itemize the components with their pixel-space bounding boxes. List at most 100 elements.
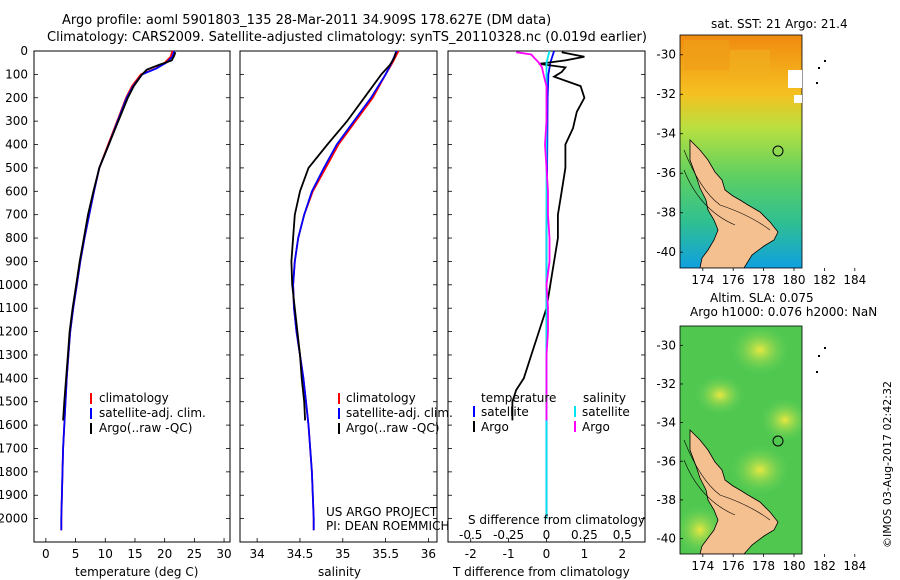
- x-tick-label: 15: [127, 547, 142, 561]
- argo-position-marker: [772, 435, 784, 447]
- salinity-panel-frame: [239, 50, 438, 543]
- y-tick-label: 2000: [0, 512, 28, 526]
- map-x-tick-label: 184: [843, 273, 866, 287]
- y-tick-label: 800: [5, 231, 28, 245]
- map-x-tick-label: 184: [843, 559, 866, 573]
- y-tick-label: 900: [5, 254, 28, 268]
- map-x-tick-label: 174: [691, 273, 714, 287]
- y-tick-label: 1800: [0, 465, 28, 479]
- salinity-legend: climatology satellite-adj. clim. Argo(..…: [326, 391, 453, 533]
- series-line-salinity-argo: [516, 51, 551, 421]
- map-x-tick-label: 178: [752, 559, 775, 573]
- legend-temperature-title: temperature: [481, 391, 556, 405]
- map-x-tick-label: 176: [722, 273, 745, 287]
- sst-map: sat. SST: 21 Argo: 21.4 174 176 178 180 182 1…: [656, 17, 866, 287]
- x-tick-label-salinity: 0.5: [613, 528, 632, 542]
- x-tick-label-salinity: 0: [543, 528, 551, 542]
- y-tick-label: 500: [5, 161, 28, 175]
- map-y-tick-label: -36: [656, 454, 676, 468]
- x-axis-label-temperature: temperature (deg C): [75, 565, 198, 579]
- legend-satellite-label: satellite-adj. clim.: [346, 406, 453, 420]
- header-title-line2: Climatology: CARS2009. Satellite-adjuste…: [47, 30, 647, 45]
- header-title-line1: Argo profile: aoml 5901803_135 28-Mar-20…: [62, 13, 552, 28]
- y-tick-label: 1300: [0, 348, 28, 362]
- sla-map: Altim. SLA: 0.075 Argo h1000: 0.076 h200…: [656, 291, 877, 573]
- x-tick-label: 1: [581, 547, 589, 561]
- x-tick-label: 35.5: [372, 547, 399, 561]
- map-y-tick-label: -34: [656, 127, 676, 141]
- project-annotation-line2: PI: DEAN ROEMMICH: [326, 519, 449, 533]
- x-axis-label-salinity: salinity: [318, 565, 361, 579]
- x-tick-label-salinity: -0.25: [493, 528, 524, 542]
- x-tick-label: 34: [249, 547, 264, 561]
- y-tick-label: 1200: [0, 325, 28, 339]
- x-tick-label: 35: [335, 547, 350, 561]
- y-tick-label: 1100: [0, 301, 28, 315]
- x-tick-label: 30: [216, 547, 231, 561]
- map-x-tick-label: 182: [813, 273, 836, 287]
- difference-legend: temperature salinity satellite Argo sate…: [473, 391, 630, 434]
- new-zealand-land: [689, 429, 779, 554]
- map-y-tick-label: -32: [656, 87, 676, 101]
- x-tick-label: -1: [503, 547, 515, 561]
- y-tick-label: 200: [5, 91, 28, 105]
- series-line-temperature-argo: [511, 51, 586, 421]
- legend-s-argo-label: Argo: [582, 420, 610, 434]
- map-y-tick-label: -38: [656, 206, 676, 220]
- project-annotation-line1: US ARGO PROJECT: [326, 505, 438, 519]
- x-tick-label: 20: [157, 547, 172, 561]
- map-y-tick-label: -32: [656, 377, 676, 391]
- map-y-tick-label: -38: [656, 493, 676, 507]
- y-tick-label: 600: [5, 184, 28, 198]
- x-axis-label-s-difference: S difference from climatology: [468, 513, 645, 527]
- temperature-legend: climatology satellite-adj. clim. Argo(..…: [90, 391, 206, 435]
- sst-map-title: sat. SST: 21 Argo: 21.4: [711, 17, 848, 31]
- legend-argo-label: Argo(..raw -QC): [99, 421, 192, 435]
- x-tick-label: 36: [421, 547, 436, 561]
- map-x-tick-label: 182: [813, 559, 836, 573]
- map-x-tick-label: 180: [783, 273, 806, 287]
- map-y-tick-label: -40: [656, 245, 676, 259]
- x-axis-label-t-difference: T difference from climatology: [452, 565, 630, 579]
- legend-climatology-label: climatology: [346, 391, 416, 405]
- legend-t-argo-label: Argo: [481, 420, 509, 434]
- x-tick-label: 2: [618, 547, 626, 561]
- argo-position-marker: [772, 145, 784, 157]
- map-y-tick-label: -30: [656, 338, 676, 352]
- x-tick-label: 5: [72, 547, 80, 561]
- x-tick-label: 10: [98, 547, 113, 561]
- y-tick-label: 1400: [0, 371, 28, 385]
- x-tick-label: -2: [465, 547, 477, 561]
- map-y-tick-label: -34: [656, 416, 676, 430]
- new-zealand-land: [689, 139, 779, 268]
- temperature-panel-frame: [33, 50, 231, 543]
- y-tick-label: 1700: [0, 441, 28, 455]
- map-x-tick-label: 178: [752, 273, 775, 287]
- x-tick-label: 0: [543, 547, 551, 561]
- legend-argo-label: Argo(..raw -QC): [346, 421, 439, 435]
- legend-salinity-title: salinity: [583, 391, 626, 405]
- x-tick-label: 25: [187, 547, 202, 561]
- y-tick-label: 400: [5, 138, 28, 152]
- map-y-tick-label: -30: [656, 48, 676, 62]
- map-x-tick-label: 176: [722, 559, 745, 573]
- map-x-tick-label: 174: [691, 559, 714, 573]
- map-x-tick-label: 180: [783, 559, 806, 573]
- y-tick-label: 1000: [0, 278, 28, 292]
- legend-satellite-label: satellite-adj. clim.: [99, 406, 206, 420]
- legend-climatology-label: climatology: [99, 391, 169, 405]
- series-line-argo-raw-qc: [290, 51, 397, 421]
- y-tick-label: 1600: [0, 418, 28, 432]
- series-line-argo-raw-qc: [62, 51, 177, 421]
- x-tick-label: 0: [42, 547, 50, 561]
- imos-credit: ©IMOS 03-Aug-2017 02:42:32: [881, 381, 894, 548]
- sla-map-subtitle: Argo h1000: 0.076 h2000: NaN: [690, 305, 877, 319]
- y-tick-label: 300: [5, 114, 28, 128]
- y-tick-label: 700: [5, 208, 28, 222]
- y-tick-label: 1500: [0, 395, 28, 409]
- map-y-tick-label: -36: [656, 166, 676, 180]
- sla-map-title: Altim. SLA: 0.075: [710, 291, 814, 305]
- legend-s-satellite-label: satellite: [582, 405, 630, 419]
- y-tick-label: 0: [20, 44, 28, 58]
